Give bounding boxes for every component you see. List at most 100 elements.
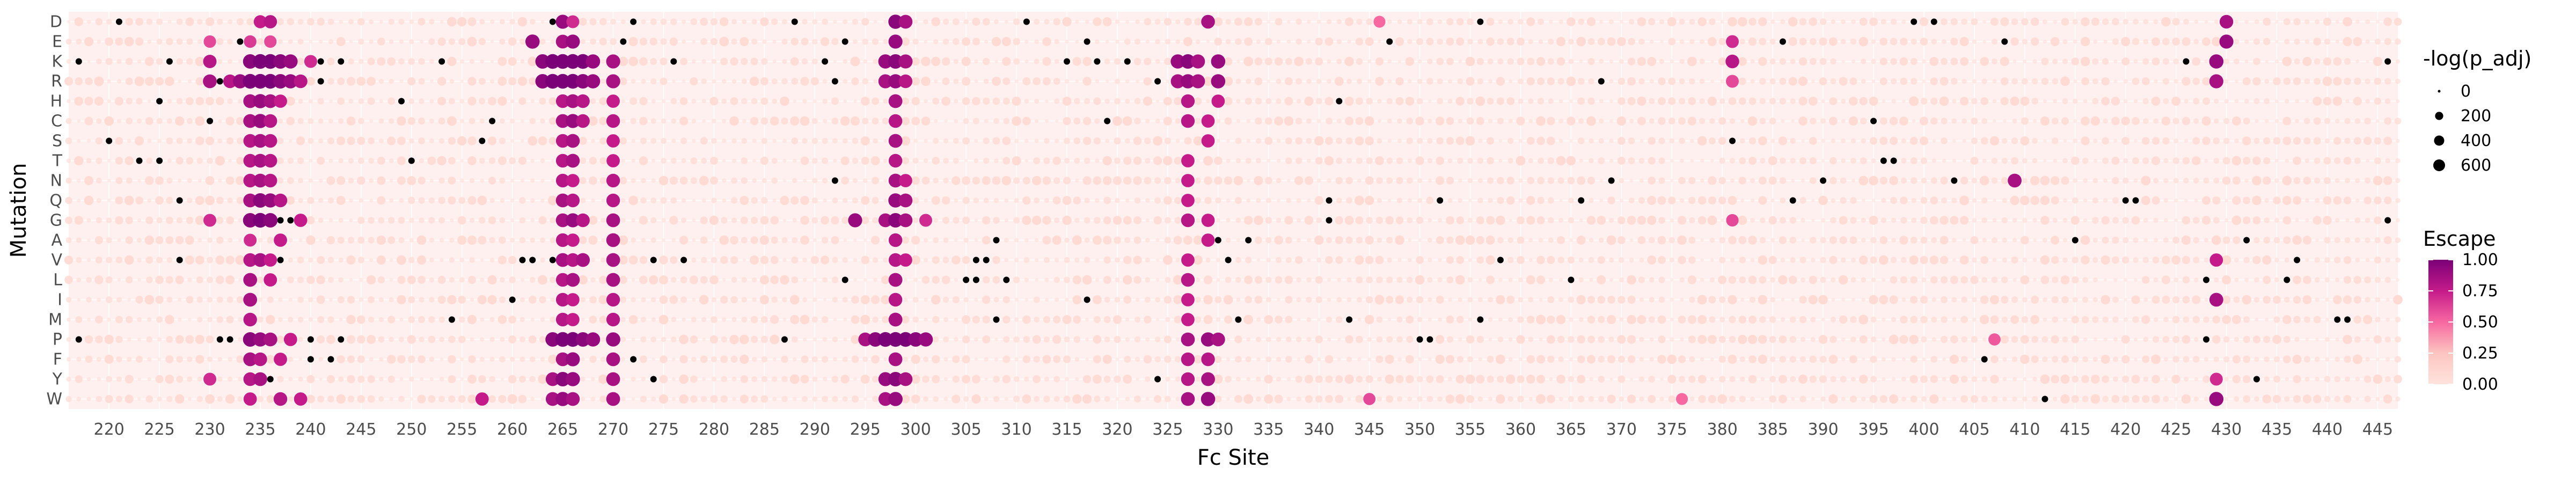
background-point — [1255, 158, 1261, 164]
background-point — [387, 97, 396, 105]
background-point — [438, 196, 445, 204]
background-point — [2001, 177, 2008, 185]
background-point — [529, 277, 536, 283]
background-point — [1316, 119, 1321, 123]
escape-point — [566, 15, 580, 28]
background-point — [1265, 336, 1271, 342]
background-point — [2383, 136, 2392, 145]
background-point — [631, 158, 635, 163]
background-point — [982, 316, 990, 324]
background-point — [1840, 376, 1847, 383]
background-point — [216, 316, 224, 323]
background-point — [2070, 216, 2080, 225]
background-point — [418, 355, 426, 363]
background-point — [1233, 175, 1243, 186]
background-point — [1900, 77, 1908, 85]
background-point — [2093, 39, 2098, 44]
background-point — [2060, 374, 2070, 384]
background-point — [1387, 19, 1392, 24]
background-point — [2344, 137, 2351, 144]
background-point — [1507, 257, 1514, 264]
background-point — [1436, 137, 1444, 145]
background-point — [1931, 337, 1936, 342]
background-point — [469, 257, 475, 263]
escape-point — [586, 54, 601, 69]
background-point — [399, 336, 404, 342]
background-point — [2020, 275, 2030, 284]
background-point — [2395, 59, 2401, 64]
escape-point — [243, 173, 257, 188]
background-point — [1709, 316, 1716, 323]
background-point — [1072, 295, 1082, 304]
background-point — [1659, 19, 1665, 25]
background-point — [74, 97, 84, 106]
background-point — [1485, 216, 1495, 225]
background-point — [610, 19, 616, 25]
background-point — [1327, 338, 1331, 341]
background-point — [2355, 377, 2360, 382]
background-point — [792, 218, 797, 223]
background-point — [1841, 337, 1846, 342]
background-point — [1617, 137, 1626, 145]
background-point — [1639, 357, 1644, 362]
background-point — [367, 335, 376, 344]
background-point — [457, 136, 467, 146]
background-point — [2141, 195, 2150, 206]
background-point — [982, 57, 990, 65]
background-point — [671, 357, 676, 361]
background-point — [782, 318, 787, 321]
background-point — [429, 277, 435, 283]
background-point — [156, 316, 163, 323]
background-point — [2154, 79, 2158, 84]
background-point — [2040, 195, 2050, 206]
x-tick-label: 375 — [1657, 420, 1687, 439]
background-point — [2172, 18, 2180, 26]
background-point — [621, 357, 626, 362]
background-point — [517, 17, 528, 27]
background-point — [2364, 118, 2371, 125]
background-point — [953, 138, 959, 144]
background-point — [317, 396, 325, 402]
background-point — [924, 198, 928, 203]
background-point — [257, 396, 264, 402]
background-point — [1034, 317, 1040, 323]
background-point — [1053, 177, 1060, 184]
background-point — [2204, 158, 2208, 163]
background-point — [1173, 275, 1183, 285]
background-point — [1748, 375, 1757, 384]
background-point — [1719, 257, 1726, 264]
background-point — [1982, 337, 1987, 342]
background-point — [86, 277, 92, 283]
background-point — [580, 297, 586, 303]
background-point — [771, 236, 778, 244]
background-point — [67, 317, 71, 322]
background-point — [650, 118, 656, 124]
background-point — [833, 158, 837, 163]
background-point — [1274, 236, 1283, 245]
background-point — [628, 36, 638, 47]
background-point — [2385, 158, 2390, 164]
background-point — [1850, 376, 1856, 382]
background-point — [2102, 375, 2110, 383]
background-point — [137, 218, 142, 223]
background-point — [1386, 177, 1393, 184]
background-point — [841, 177, 850, 185]
background-point — [1922, 59, 1926, 64]
background-point — [731, 177, 737, 184]
background-point — [470, 59, 475, 64]
escape-point — [545, 392, 560, 406]
background-point — [2204, 357, 2209, 362]
background-point — [1869, 216, 1878, 225]
background-point — [2020, 97, 2030, 106]
background-point — [2294, 336, 2300, 342]
background-point — [1395, 375, 1404, 384]
background-point — [1791, 298, 1795, 302]
background-point — [1437, 19, 1443, 24]
null-point — [438, 58, 445, 65]
background-point — [631, 376, 636, 382]
background-point — [2243, 395, 2251, 403]
background-point — [2224, 79, 2229, 84]
background-point — [378, 217, 385, 224]
background-point — [1438, 258, 1442, 262]
background-point — [1688, 177, 1696, 185]
